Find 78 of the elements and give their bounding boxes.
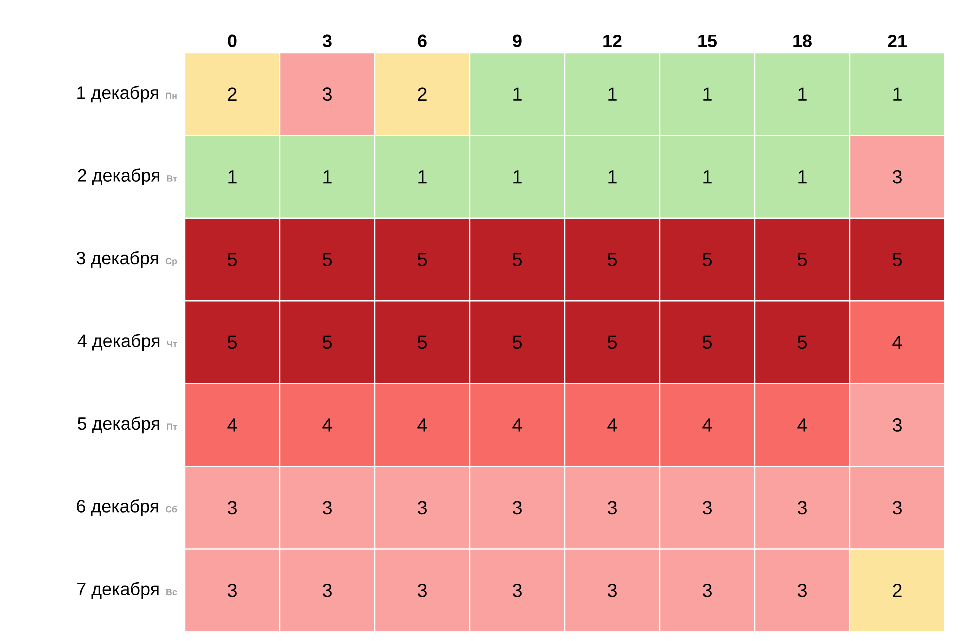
- y-tick-label: 4 декабря: [78, 334, 160, 351]
- data-label: 3: [798, 501, 807, 515]
- y-tick-label: 6 декабря: [77, 499, 158, 516]
- data-label: 1: [608, 88, 617, 101]
- data-label: 1: [894, 88, 902, 101]
- data-label: 1: [324, 170, 332, 184]
- data-label: 4: [418, 418, 428, 432]
- data-label: 2: [893, 584, 902, 598]
- data-label: 3: [892, 170, 902, 184]
- data-label: 2: [418, 88, 427, 101]
- data-label: 1: [704, 88, 712, 101]
- data-label: 1: [514, 88, 522, 101]
- data-label: 4: [228, 418, 238, 432]
- x-tick-label: 9: [513, 34, 522, 48]
- data-label: 3: [228, 584, 237, 598]
- data-label: 5: [702, 253, 712, 266]
- x-tick-label: 6: [418, 34, 427, 48]
- data-label: 5: [418, 253, 427, 266]
- data-label: 1: [228, 170, 237, 184]
- x-tick-label: 18: [794, 34, 812, 48]
- data-label: 5: [608, 253, 617, 266]
- data-label: 3: [512, 584, 522, 598]
- data-label: 1: [514, 170, 522, 184]
- data-label: 3: [322, 501, 332, 515]
- data-label: 5: [228, 336, 237, 350]
- data-label: 5: [702, 336, 712, 350]
- data-label: 3: [798, 584, 807, 598]
- data-label: 4: [702, 418, 712, 432]
- data-label: 2: [228, 88, 237, 101]
- x-tick-label: 12: [604, 34, 622, 48]
- x-tick-label: 0: [228, 34, 237, 48]
- data-label: 4: [512, 418, 522, 432]
- y-tick-label: 3 декабря: [76, 251, 158, 268]
- data-label: 5: [798, 253, 807, 266]
- data-label: 1: [798, 170, 807, 184]
- data-label: 1: [418, 170, 427, 184]
- x-tick-label: 15: [698, 34, 717, 48]
- x-tick-label: 21: [888, 34, 907, 48]
- data-label: 1: [608, 170, 617, 184]
- data-label: 1: [798, 88, 807, 101]
- data-label: 5: [322, 253, 332, 266]
- y-tick-label: 1 декабря: [78, 86, 158, 103]
- data-label: 4: [322, 418, 332, 432]
- y2-tick-label: Пн: [166, 92, 177, 100]
- data-label: 3: [892, 501, 902, 515]
- data-label: 3: [512, 501, 522, 515]
- data-label: 3: [322, 584, 332, 598]
- y2-tick-label: Вт: [167, 176, 178, 182]
- data-label: 5: [798, 336, 807, 350]
- data-label: 5: [418, 336, 427, 350]
- data-label: 5: [512, 253, 522, 266]
- data-label: 3: [702, 501, 712, 515]
- data-label: 5: [512, 336, 522, 350]
- y-tick-label: 5 декабря: [78, 416, 160, 434]
- data-label: 4: [798, 418, 808, 432]
- data-label: 3: [418, 584, 427, 598]
- y2-tick-label: Пт: [167, 424, 178, 430]
- y2-tick-label: Вс: [166, 589, 178, 596]
- data-label: 5: [228, 253, 237, 266]
- x-tick-label: 3: [322, 34, 332, 48]
- y2-tick-label: Ср: [166, 258, 178, 266]
- data-label: 5: [608, 336, 617, 350]
- data-label: 5: [322, 336, 332, 350]
- data-label: 3: [228, 501, 237, 515]
- data-label: 4: [892, 336, 902, 350]
- data-label: 1: [704, 170, 712, 184]
- y-tick-label: 7 декабря: [78, 582, 159, 600]
- data-label: 5: [892, 253, 902, 266]
- data-label: 3: [702, 584, 712, 598]
- y-tick-label: 2 декабря: [78, 168, 160, 186]
- data-label: 3: [322, 88, 332, 102]
- data-label: 3: [418, 501, 427, 515]
- data-label: 3: [608, 501, 617, 515]
- data-label: 4: [608, 418, 618, 432]
- y2-tick-label: Чт: [167, 341, 178, 348]
- y2-tick-label: Сб: [166, 506, 178, 513]
- data-label: 3: [608, 584, 617, 598]
- data-label: 3: [892, 418, 902, 432]
